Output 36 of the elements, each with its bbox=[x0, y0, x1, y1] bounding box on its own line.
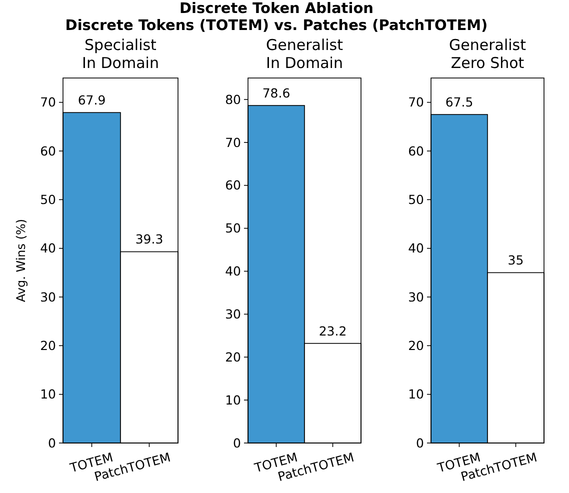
data-label: 67.9 bbox=[78, 92, 106, 108]
y-tick-label: 30 bbox=[225, 306, 242, 322]
y-tick-label: 40 bbox=[408, 240, 424, 256]
chart-title: Generalist Zero Shot bbox=[449, 36, 526, 72]
y-tick-label: 0 bbox=[48, 435, 56, 450]
y-tick-label: 40 bbox=[225, 264, 242, 279]
y-tick-label: 50 bbox=[40, 192, 56, 208]
y-tick-label: 10 bbox=[225, 392, 242, 408]
y-tick-label: 0 bbox=[416, 435, 424, 450]
y-tick-label: 50 bbox=[408, 192, 424, 208]
y-tick-label: 10 bbox=[408, 386, 424, 402]
y-tick-label: 30 bbox=[40, 289, 56, 304]
y-tick-label: 10 bbox=[40, 386, 56, 402]
data-label: 67.5 bbox=[445, 94, 474, 110]
data-label: 35 bbox=[508, 252, 524, 268]
y-tick-label: 0 bbox=[233, 435, 242, 450]
y-tick-label: 80 bbox=[225, 92, 242, 107]
y-tick-label: 20 bbox=[40, 338, 56, 354]
data-label: 78.6 bbox=[262, 85, 290, 100]
y-axis-title: Avg. Wins (%) bbox=[14, 218, 28, 302]
text: Discrete Token Ablation Discrete Tokens (TOTEM) vs. Patches (PatchTOTEM) bbox=[65, 1, 488, 34]
y-tick-label: 30 bbox=[408, 289, 424, 304]
y-tick-label: 20 bbox=[408, 338, 424, 354]
y-tick-label: 60 bbox=[408, 143, 424, 158]
y-tick-label: 70 bbox=[408, 94, 424, 110]
y-tick-label: 60 bbox=[40, 143, 56, 158]
chart-title: Generalist In Domain bbox=[266, 36, 344, 72]
data-label: 23.2 bbox=[318, 323, 347, 338]
y-tick-label: 20 bbox=[225, 349, 242, 364]
chart-title: Specialist In Domain bbox=[82, 36, 159, 72]
y-tick-label: 40 bbox=[40, 240, 56, 256]
y-tick-label: 60 bbox=[225, 178, 242, 193]
y-tick-label: 50 bbox=[225, 220, 242, 236]
data-label: 39.3 bbox=[135, 232, 164, 247]
y-tick-label: 70 bbox=[225, 134, 242, 150]
y-tick-label: 70 bbox=[40, 94, 56, 110]
